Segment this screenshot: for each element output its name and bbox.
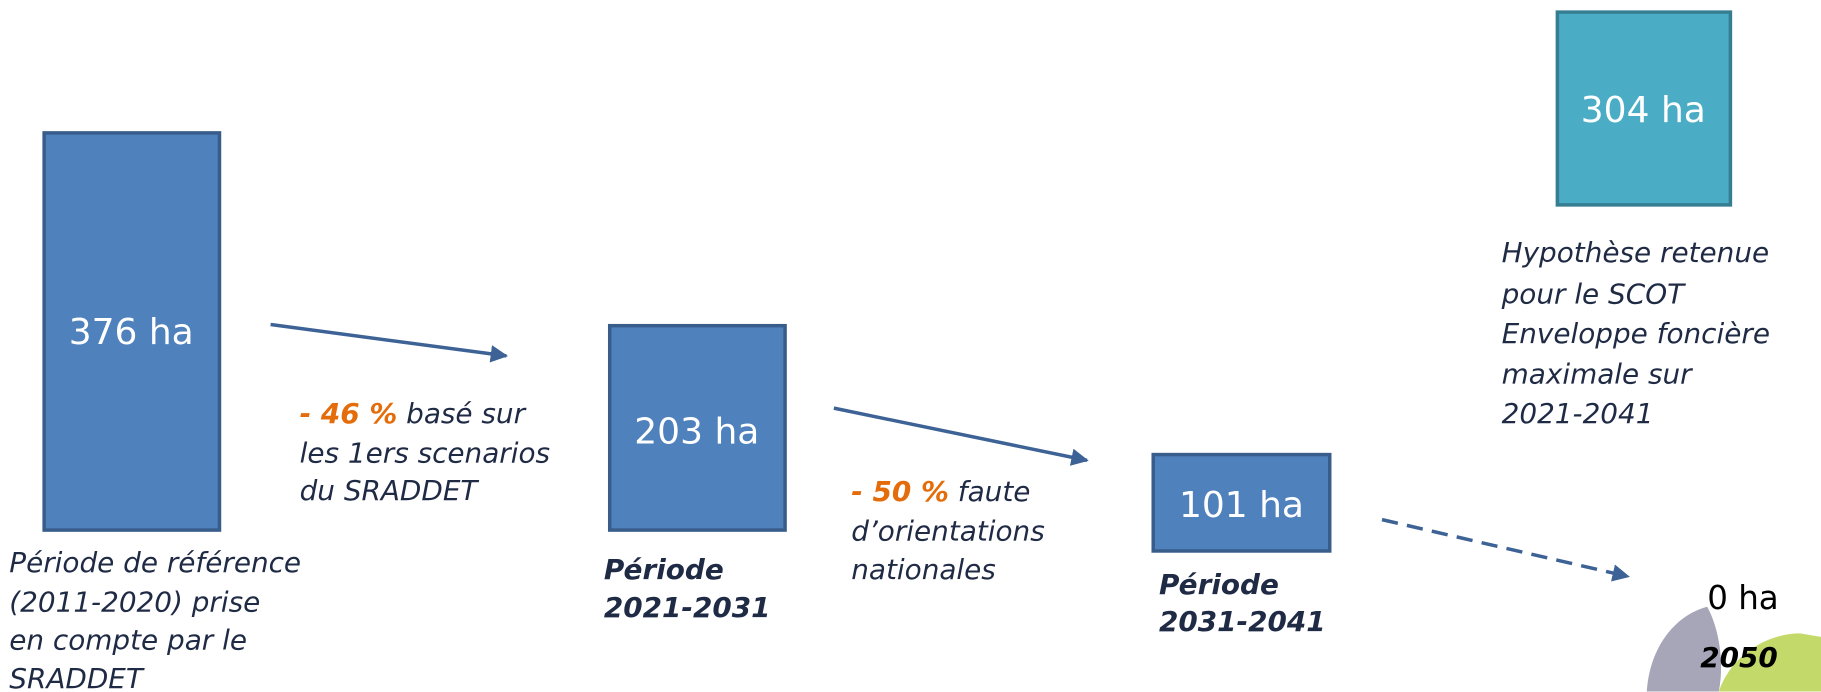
transition-line: faute [958, 475, 1031, 508]
box-label: 0 ha [1707, 579, 1779, 617]
caption: pour le SCOT [1501, 278, 1686, 311]
logo [1718, 633, 1821, 692]
arrow [270, 322, 509, 363]
transition-line: basé sur [406, 397, 526, 430]
caption: en compte par le [9, 624, 247, 657]
transition-line: les 1ers scenarios [300, 437, 550, 470]
period: 2050 [1700, 641, 1778, 674]
transition-line: d’orientations [851, 515, 1044, 548]
transition-line: nationales [851, 553, 996, 586]
caption: Hypothèse retenue [1502, 236, 1770, 269]
rate: - 46 % [300, 397, 398, 430]
box [607, 323, 787, 532]
caption: (2011-2020) prise [9, 585, 260, 618]
transition-line: du SRADDET [300, 474, 480, 507]
caption: Enveloppe foncière [1502, 317, 1770, 350]
box-label: 304 ha [1581, 90, 1706, 131]
dashed-arrow [1381, 517, 1630, 582]
period: Période [1159, 568, 1279, 601]
hypothesis-box [1555, 10, 1733, 207]
box [1151, 452, 1332, 553]
rate: - 50 % [851, 475, 949, 508]
period: Période [604, 553, 724, 586]
caption: 2021-2041 [1502, 397, 1654, 430]
period: 2021-2031 [604, 591, 771, 624]
logo [1646, 606, 1722, 692]
period: 2031-2041 [1159, 605, 1326, 638]
arrow [833, 406, 1089, 466]
caption: maximale sur [1502, 358, 1694, 391]
box [42, 131, 222, 532]
transition-text: - 46 % basé sur [300, 397, 527, 430]
box-label: 376 ha [69, 312, 194, 353]
transition-text: - 50 % faute [851, 475, 1030, 508]
caption: Période de référence [9, 546, 301, 579]
box-label: 203 ha [634, 412, 759, 453]
caption: SRADDET [9, 662, 145, 692]
box-label: 101 ha [1179, 485, 1304, 526]
